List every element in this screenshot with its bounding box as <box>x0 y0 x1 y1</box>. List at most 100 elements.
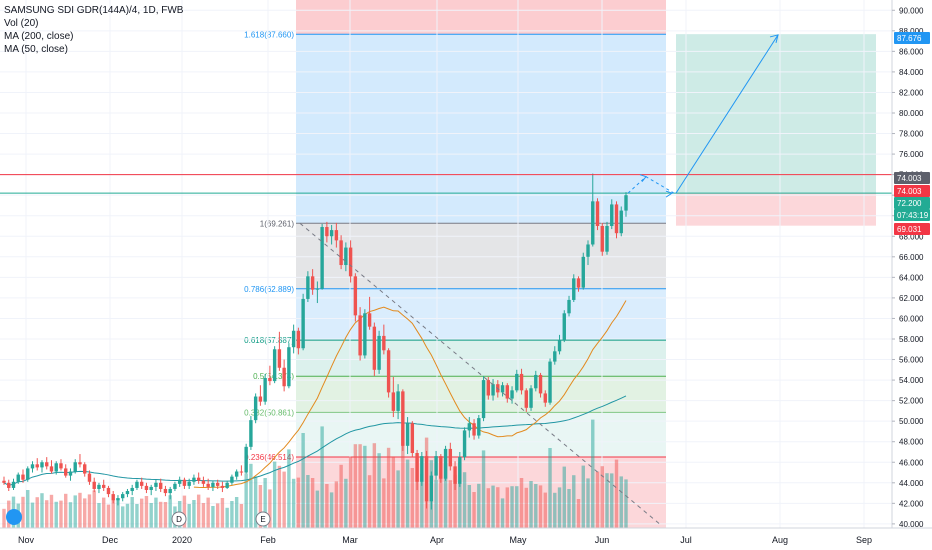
time-tick-label: Aug <box>772 535 788 545</box>
candle-body <box>40 462 44 468</box>
legend-ma50: MA (50, close) <box>4 44 68 55</box>
volume-bar <box>239 504 244 528</box>
price-tick-label: 48.000 <box>899 438 924 447</box>
volume-bar <box>372 443 377 528</box>
volume-bar <box>591 419 595 528</box>
volume-bar <box>553 492 557 528</box>
volume-bar <box>40 493 44 528</box>
volume-bar <box>2 508 6 528</box>
volume-bar <box>135 504 139 528</box>
candle-body <box>334 230 339 241</box>
price-tick-label: 86.000 <box>899 47 924 56</box>
volume-bar <box>396 470 400 528</box>
volume-bar <box>481 450 486 528</box>
candle-body <box>144 485 149 490</box>
candle-body <box>116 498 120 501</box>
volume-bar <box>377 453 381 528</box>
volume-bar <box>415 458 419 528</box>
candle-body <box>505 385 509 399</box>
arrow-head <box>769 34 779 44</box>
volume-bar <box>538 485 543 528</box>
volume-bar <box>624 479 628 528</box>
volume-bar <box>87 494 92 528</box>
projection-arrow <box>675 34 779 194</box>
candle-body <box>605 225 609 252</box>
volume-bar <box>486 488 491 528</box>
event-marker-label: E <box>260 515 265 524</box>
candle-body <box>467 423 472 431</box>
volume-bar <box>401 430 405 528</box>
candle-body <box>11 481 16 488</box>
candle-body <box>45 462 49 467</box>
volume-bar <box>230 501 234 528</box>
volume-bar <box>263 478 267 528</box>
volume-bar <box>410 468 415 528</box>
candle-body <box>163 488 168 494</box>
candle-body <box>405 423 410 446</box>
volume-bar <box>448 480 453 528</box>
candle-body <box>472 423 476 436</box>
candle-body <box>548 361 552 403</box>
volume-bar <box>35 497 39 528</box>
candle-body <box>253 396 258 421</box>
volume-bar <box>453 474 457 528</box>
volume-bar <box>116 498 120 528</box>
candle-body <box>135 481 139 488</box>
price-tick-label: 76.000 <box>899 150 924 159</box>
volume-bar <box>605 473 609 528</box>
volume-bar <box>30 502 35 528</box>
candle-body <box>377 335 381 370</box>
candle-body <box>610 204 614 226</box>
candle-body <box>619 210 623 234</box>
price-tag-label: 72.200 <box>897 199 922 208</box>
volume-bar <box>515 486 519 528</box>
price-tick-label: 52.000 <box>899 397 924 406</box>
volume-bar <box>434 479 438 528</box>
candle-body <box>249 420 253 447</box>
volume-bar <box>26 490 30 528</box>
price-tick-label: 54.000 <box>899 376 924 385</box>
candle-body <box>26 468 30 480</box>
price-tick-label: 40.000 <box>899 520 924 529</box>
candle-body <box>439 456 443 479</box>
price-tick-label: 84.000 <box>899 68 924 77</box>
candle-body <box>344 247 348 266</box>
time-tick-label: Dec <box>102 535 119 545</box>
volume-bar <box>600 466 604 528</box>
time-tick-label: May <box>509 535 527 545</box>
event-marker <box>255 511 271 527</box>
candle-body <box>78 462 82 465</box>
candle-body <box>244 446 248 473</box>
candle-body <box>211 482 215 487</box>
volume-bar <box>158 501 163 528</box>
candle-body <box>320 227 324 289</box>
volume-bar <box>510 486 514 528</box>
price-tag <box>894 209 930 221</box>
volume-bar <box>291 478 296 528</box>
candle-body <box>87 473 92 482</box>
volume-bar <box>215 503 220 528</box>
time-tick-label: Jun <box>595 535 610 545</box>
fib-label: 1.618(87.660) <box>244 30 294 39</box>
candle-body <box>586 244 590 257</box>
candle-body <box>215 482 220 486</box>
trend-line <box>299 222 663 527</box>
candle-body <box>372 326 377 370</box>
price-tick-label: 90.000 <box>899 6 924 15</box>
time-tick-label: Apr <box>430 535 444 545</box>
candle-body <box>35 464 39 468</box>
fib-label: 0.382(50.861) <box>244 408 294 417</box>
volume-bar <box>139 498 144 528</box>
volume-bar <box>334 481 339 528</box>
volume-bar <box>491 485 495 528</box>
price-tag <box>894 223 930 235</box>
fib-label: 0.786(62.889) <box>244 285 294 294</box>
volume-bar <box>610 473 614 528</box>
candle-body <box>543 393 547 403</box>
candle-body <box>510 390 514 399</box>
volume-bar <box>54 501 58 528</box>
fib-zone <box>296 340 666 377</box>
candle-body <box>614 204 619 234</box>
candle-body <box>353 276 358 316</box>
